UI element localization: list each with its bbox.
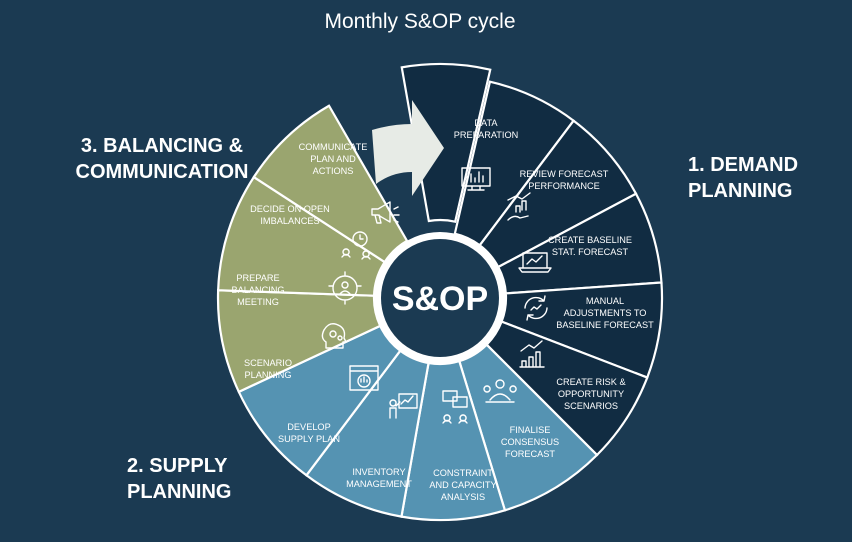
segment-label-line: DEVELOP bbox=[287, 422, 330, 432]
hand-growth-chart-icon-glyph bbox=[507, 192, 531, 221]
segment-label-line: DATA bbox=[474, 118, 498, 128]
segment-label-line: SCENARIOS bbox=[564, 401, 618, 411]
megaphone-icon bbox=[371, 201, 400, 224]
segment-label-line: BASELINE FORECAST bbox=[556, 320, 654, 330]
segment-label-line: MANAGEMENT bbox=[346, 479, 412, 489]
segment-label-line: FINALISE bbox=[510, 425, 551, 435]
refresh-cycle-icon-glyph bbox=[524, 295, 548, 321]
collaboration-icon bbox=[442, 390, 468, 424]
cycle-arrow-group bbox=[372, 100, 444, 196]
segment-label-line: ANALYSIS bbox=[441, 492, 485, 502]
segment-demand-1 bbox=[400, 62, 492, 224]
segment-label-line: PREPARE bbox=[236, 273, 279, 283]
segment-label-line: ADJUSTMENTS TO bbox=[564, 308, 647, 318]
laptop-trend-icon bbox=[518, 252, 552, 273]
segment-label-line: FORECAST bbox=[505, 449, 555, 459]
segment-label: INVENTORY MANAGEMENT bbox=[346, 467, 412, 489]
phase-label-line: 2. SUPPLY bbox=[127, 455, 228, 477]
segment-label-line: BALANCING bbox=[231, 285, 284, 295]
segment-label-line: SUPPLY PLAN bbox=[278, 434, 340, 444]
phase-label-line: COMMUNICATION bbox=[75, 161, 249, 183]
segment-label-line: MEETING bbox=[237, 297, 279, 307]
team-meeting-icon-glyph bbox=[483, 379, 517, 403]
bar-chart-growth-icon bbox=[519, 340, 545, 368]
laptop-trend-icon-glyph bbox=[518, 252, 552, 273]
center-label: S&OP bbox=[392, 280, 488, 318]
segment-label: DEVELOP SUPPLY PLAN bbox=[278, 422, 340, 444]
browser-analysis-icon-glyph bbox=[349, 365, 379, 391]
segment-label-line: STAT. FORECAST bbox=[552, 247, 629, 257]
segment-label-line: CONSENSUS bbox=[501, 437, 559, 447]
monitor-chart-icon-glyph bbox=[461, 167, 491, 191]
segment-label-line: AND CAPACITY bbox=[429, 480, 496, 490]
phase-label-line: 3. BALANCING & bbox=[80, 135, 244, 157]
refresh-cycle-icon bbox=[524, 295, 548, 321]
collaboration-icon-glyph bbox=[442, 390, 468, 424]
segment-label-line: PREPARATION bbox=[454, 130, 519, 140]
team-meeting-icon bbox=[483, 379, 517, 403]
phase-label-demand: 1. DEMAND PLANNING bbox=[688, 152, 848, 204]
segment-label: REVIEW FORECAST PERFORMANCE bbox=[520, 169, 609, 191]
segment-labels: DATA PREPARATION REVIEW FORECAST PERFORMANC… bbox=[231, 118, 654, 502]
segment-label-line: CONSTRAINT bbox=[433, 468, 493, 478]
segment-label-line: CREATE BASELINE bbox=[548, 235, 632, 245]
segment-label: FINALISE CONSENSUS FORECAST bbox=[501, 425, 559, 459]
segment-label: COMMUNICATE PLAN AND ACTIONS bbox=[299, 142, 368, 176]
segment-label-line: PLANNING bbox=[245, 370, 292, 380]
segment-label-line: DECIDE ON OPEN bbox=[250, 204, 330, 214]
phase-label-line: PLANNING bbox=[688, 180, 793, 202]
segment-label-line: PLAN AND bbox=[310, 154, 356, 164]
center-hub bbox=[381, 239, 499, 357]
segment-label: CREATE RISK & OPPORTUNITY SCENARIOS bbox=[556, 377, 625, 411]
diagram-title: Monthly S&OP cycle bbox=[324, 10, 516, 33]
hand-growth-chart-icon bbox=[507, 192, 531, 221]
gear-team-icon-glyph bbox=[328, 271, 362, 305]
browser-analysis-icon bbox=[349, 365, 379, 391]
segment-label-line: PERFORMANCE bbox=[528, 181, 599, 191]
segment-label-line: MANUAL bbox=[586, 296, 624, 306]
gear-team-icon bbox=[328, 271, 362, 305]
segment-label: DATA PREPARATION bbox=[454, 118, 519, 140]
presenter-board-icon bbox=[389, 393, 418, 419]
segment-label: CREATE BASELINE STAT. FORECAST bbox=[548, 235, 632, 257]
head-gears-icon-glyph bbox=[321, 323, 347, 349]
megaphone-icon-glyph bbox=[371, 201, 400, 224]
segment-label-line: ACTIONS bbox=[313, 166, 354, 176]
segment-label-line: COMMUNICATE bbox=[299, 142, 368, 152]
segment-icons bbox=[321, 167, 552, 424]
segment-label-line: OPPORTUNITY bbox=[558, 389, 624, 399]
head-gears-icon bbox=[321, 323, 347, 349]
segment-label-line: SCENARIO bbox=[244, 358, 292, 368]
segment-label-line: IMBALANCES bbox=[260, 216, 319, 226]
phase-label-balancing: 3. BALANCING & COMMUNICATION bbox=[52, 133, 272, 185]
segment-label-line: CREATE RISK & bbox=[556, 377, 625, 387]
bar-chart-growth-icon-glyph bbox=[519, 340, 545, 368]
people-clock-icon bbox=[341, 231, 371, 260]
phase-label-supply: 2. SUPPLY PLANNING bbox=[127, 453, 267, 505]
segment-label: CONSTRAINT AND CAPACITY ANALYSIS bbox=[429, 468, 496, 502]
phase-label-line: 1. DEMAND bbox=[688, 154, 799, 176]
people-clock-icon-glyph bbox=[341, 231, 371, 260]
phase-label-line: PLANNING bbox=[127, 481, 232, 503]
segment-label: PREPARE BALANCING MEETING bbox=[231, 273, 284, 307]
segment-label-line: INVENTORY bbox=[352, 467, 405, 477]
segment-label-line: REVIEW FORECAST bbox=[520, 169, 609, 179]
monitor-chart-icon bbox=[461, 167, 491, 191]
segment-label: MANUAL ADJUSTMENTS TO BASELINE FORECAST bbox=[556, 296, 654, 330]
presenter-board-icon-glyph bbox=[389, 393, 418, 419]
segment-label: SCENARIO PLANNING bbox=[244, 358, 292, 380]
segment-label: DECIDE ON OPEN IMBALANCES bbox=[250, 204, 330, 226]
cycle-arrow bbox=[372, 100, 444, 196]
